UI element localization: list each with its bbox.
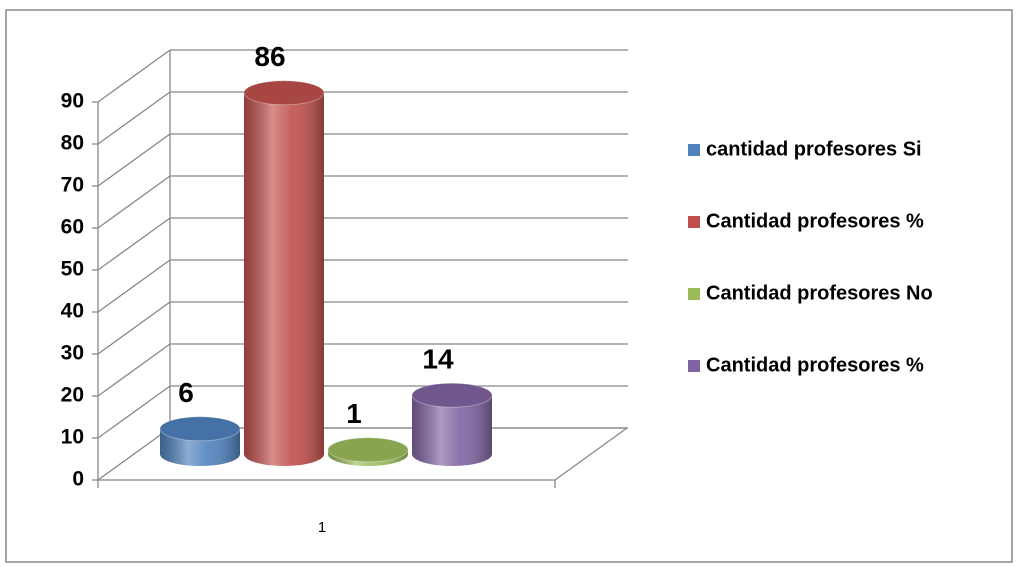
grid-line [97,217,171,271]
y-tick-label: 60 [61,216,84,239]
grid-line [97,133,171,187]
grid-line [97,385,171,439]
grid-line [97,301,171,355]
grid-line [97,49,171,103]
legend-swatch [688,288,700,300]
value-label: 14 [422,344,454,375]
legend-swatch [688,360,700,372]
bar-top [327,437,409,463]
y-tick-label: 20 [61,384,84,407]
y-tick-label: 80 [61,132,84,155]
bar-top-shade [160,416,240,441]
value-label: 86 [254,41,285,72]
y-tick-label: 0 [72,468,84,491]
y-tick-label: 10 [61,426,84,449]
grid-line [97,91,171,145]
value-label: 6 [178,377,194,408]
y-tick-label: 90 [61,90,84,113]
shine [244,92,324,467]
legend-swatch [688,216,700,228]
floor-edge [554,427,628,481]
bar-top-shade [412,383,492,408]
legend-label: Cantidad profesores No [706,282,933,304]
legend-label: Cantidad profesores % [706,354,924,376]
chart-border [5,9,1013,563]
bar-top-shade [328,437,408,462]
bar-top [159,416,241,442]
bar-top [411,382,493,408]
y-tick-label: 40 [61,300,84,323]
grid-line [97,259,171,313]
shine [412,395,492,466]
legend-label: Cantidad profesores % [706,210,924,232]
value-label: 1 [346,398,362,429]
y-tick-label: 30 [61,342,84,365]
y-tick-label: 70 [61,174,84,197]
y-tick-label: 50 [61,258,84,281]
bar-top-shade [244,80,324,105]
x-tick-label: 1 [318,519,326,536]
grid-line [97,427,171,481]
bar-top [243,80,325,106]
grid-line [97,343,171,397]
legend-swatch [688,144,700,156]
grid-line [97,175,171,229]
shine [160,428,240,466]
shine [328,449,408,466]
legend-label: cantidad profesores Si [706,138,922,160]
